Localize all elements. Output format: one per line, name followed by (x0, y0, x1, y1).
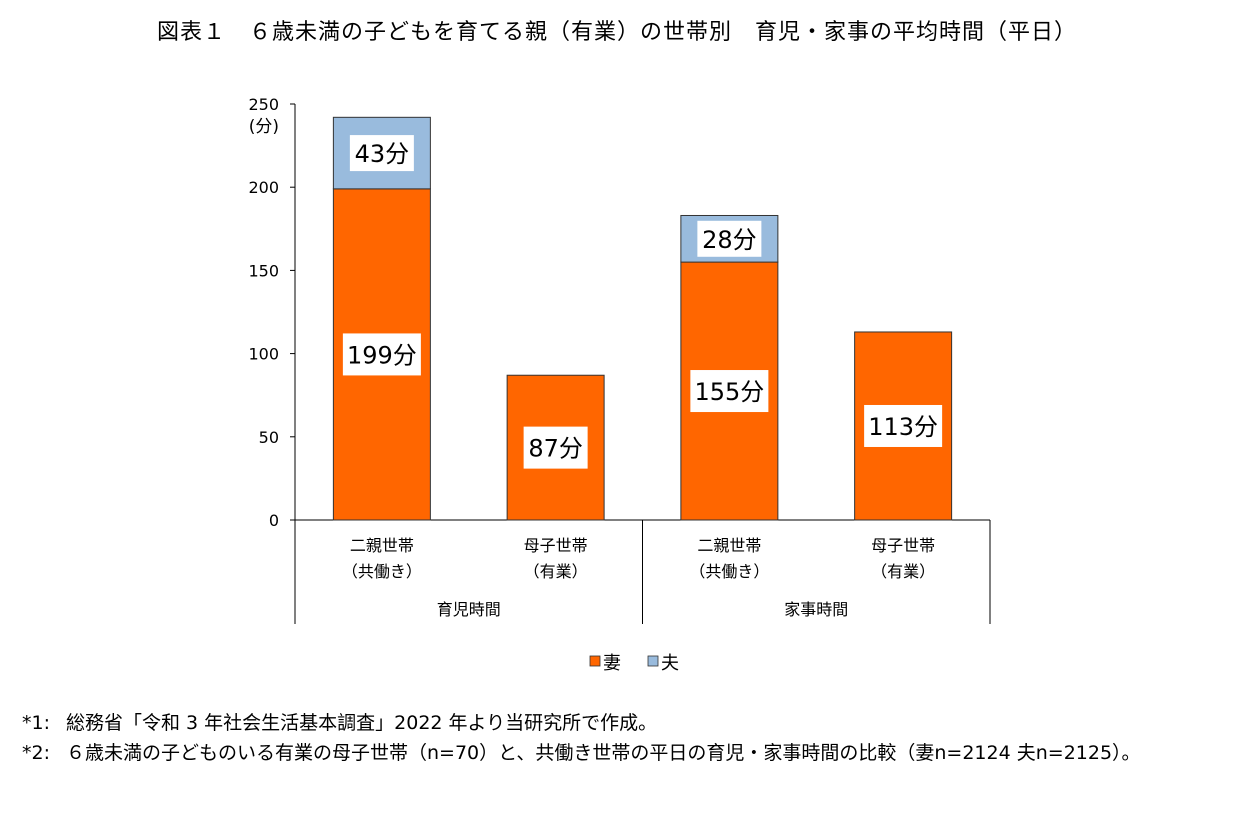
x-category-label: 二親世帯 (697, 536, 761, 555)
data-label: 43分 (355, 140, 410, 168)
y-tick-label: 250 (248, 95, 279, 114)
footnotes: *1: 総務省「令和 3 年社会生活基本調査」2022 年より当研究所で作成。 … (22, 708, 1217, 768)
data-label-box (349, 135, 414, 172)
y-tick-label: 0 (269, 511, 279, 530)
data-label: 28分 (702, 226, 757, 254)
legend-swatch-husband (647, 655, 659, 667)
data-label-box (342, 333, 421, 376)
legend-label-husband: 夫 (661, 653, 679, 674)
y-tick-label: 50 (259, 428, 279, 447)
data-label-box (523, 426, 588, 469)
data-label: 113分 (868, 413, 938, 441)
legend-swatch-wife (589, 655, 601, 667)
stacked-bar-chart: 0 50 100 150 200 250 (分) 199分 43分 87分 155分 28分 113分二… (248, 95, 991, 674)
x-category-sublabel: （共働き） (342, 562, 422, 581)
data-label-box (690, 370, 769, 413)
data-label-box (697, 220, 762, 257)
x-category-sublabel: （有業） (524, 562, 588, 581)
x-group-label: 家事時間 (784, 600, 848, 619)
footnote-2-mark: *2: (22, 742, 50, 764)
footnote-2: *2: ６歳未満の子どものいる有業の母子世帯（n=70）と、共働き世帯の平日の育… (22, 738, 1217, 768)
footnote-2-text: ６歳未満の子どものいる有業の母子世帯（n=70）と、共働き世帯の平日の育児・家事… (66, 742, 1141, 764)
footnote-1-text: 総務省「令和 3 年社会生活基本調査」2022 年より当研究所で作成。 (66, 712, 658, 734)
data-label: 199分 (347, 341, 417, 369)
y-tick-label: 200 (248, 178, 279, 197)
x-category-sublabel: （共働き） (689, 562, 769, 581)
data-label: 87分 (528, 435, 583, 463)
data-label-box (864, 404, 943, 447)
x-category-label: 母子世帯 (524, 536, 588, 555)
y-tick-label: 150 (248, 261, 279, 280)
chart-title: 図表１ ６歳未満の子どもを育てる親（有業）の世帯別 育児・家事の平均時間（平日） (156, 20, 1077, 45)
y-tick-label: 100 (248, 345, 279, 364)
footnote-1: *1: 総務省「令和 3 年社会生活基本調査」2022 年より当研究所で作成。 (22, 708, 1217, 738)
x-category-label: 母子世帯 (871, 536, 935, 555)
y-unit-label: (分) (249, 117, 279, 137)
x-category-label: 二親世帯 (350, 536, 414, 555)
x-group-label: 育児時間 (437, 600, 501, 619)
x-category-sublabel: （有業） (871, 562, 935, 581)
data-label: 155分 (694, 378, 764, 406)
legend-label-wife: 妻 (603, 653, 621, 674)
footnote-1-mark: *1: (22, 712, 50, 734)
